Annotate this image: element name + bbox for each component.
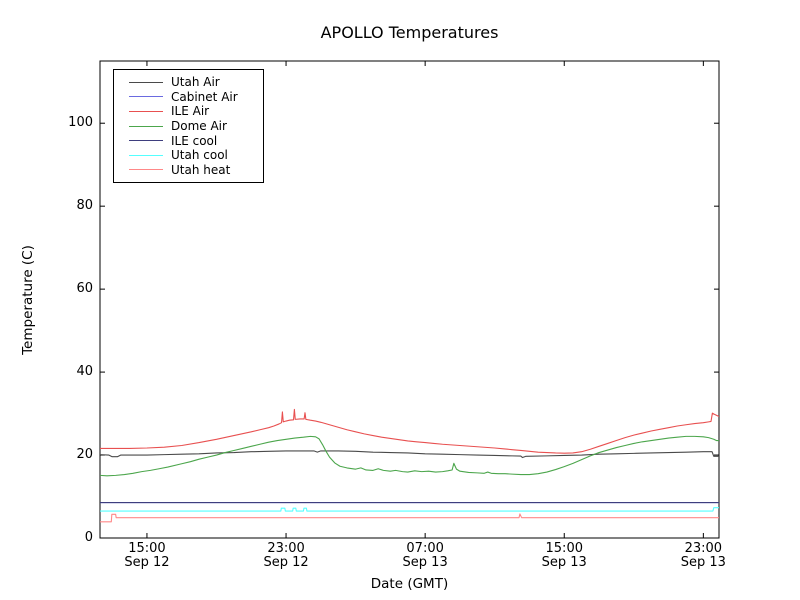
y-tick-label: 0 bbox=[84, 530, 93, 545]
legend-label: Utah heat bbox=[171, 162, 231, 177]
legend-line-swatch bbox=[129, 154, 163, 156]
y-tick-label: 60 bbox=[76, 281, 93, 297]
x-tick-time: 23:00 bbox=[267, 541, 305, 556]
legend-line-swatch bbox=[129, 169, 163, 171]
x-tick-time: 15:00 bbox=[128, 541, 166, 556]
x-tick-label: 23:00 Sep 12 bbox=[241, 542, 331, 569]
x-tick-label: 15:00 Sep 12 bbox=[102, 542, 192, 569]
legend-line-swatch bbox=[129, 110, 163, 112]
x-axis-label: Date (GMT) bbox=[370, 576, 449, 592]
legend-label: ILE Air bbox=[171, 104, 210, 119]
y-tick-label: 20 bbox=[76, 447, 93, 463]
legend-item: Utah Air bbox=[114, 75, 263, 90]
legend-line-swatch bbox=[129, 96, 163, 98]
x-tick-date: Sep 12 bbox=[263, 554, 309, 570]
legend-label: Dome Air bbox=[171, 119, 227, 134]
x-tick-time: 07:00 bbox=[406, 541, 444, 556]
axes-box bbox=[99, 60, 720, 539]
x-tick-time: 15:00 bbox=[545, 541, 583, 556]
legend-item: Utah heat bbox=[114, 163, 263, 178]
x-tick-label: 15:00 Sep 13 bbox=[519, 542, 609, 569]
series-utah-air-line bbox=[100, 450, 719, 459]
x-tick-date: Sep 12 bbox=[124, 554, 170, 570]
legend-line-swatch bbox=[129, 140, 163, 142]
legend-item: ILE cool bbox=[114, 133, 263, 148]
legend-item: Utah cool bbox=[114, 148, 263, 163]
legend: Utah Air Cabinet Air ILE Air Dome Air ILE co… bbox=[113, 69, 264, 184]
series-utah-heat-line bbox=[100, 513, 719, 523]
x-tick-date: Sep 13 bbox=[680, 554, 726, 570]
legend-item: Dome Air bbox=[114, 119, 263, 134]
chart-title: APOLLO Temperatures bbox=[320, 23, 499, 42]
legend-line-swatch bbox=[129, 125, 163, 127]
legend-item: Cabinet Air bbox=[114, 90, 263, 105]
y-tick-label: 80 bbox=[76, 198, 93, 214]
series-ile-air-line bbox=[100, 408, 719, 454]
y-tick-label: 100 bbox=[68, 115, 93, 131]
legend-label: Cabinet Air bbox=[171, 89, 238, 104]
series-dome-air-line bbox=[100, 435, 719, 477]
legend-label: Utah cool bbox=[171, 148, 228, 163]
x-tick-label: 07:00 Sep 13 bbox=[380, 542, 470, 569]
x-tick-date: Sep 13 bbox=[402, 554, 448, 570]
legend-line-swatch bbox=[129, 81, 163, 83]
legend-label: Utah Air bbox=[171, 75, 220, 90]
legend-item: ILE Air bbox=[114, 104, 263, 119]
x-tick-date: Sep 13 bbox=[541, 554, 587, 570]
series-utah-cool-line bbox=[100, 507, 719, 512]
x-tick-time: 23:00 bbox=[684, 541, 723, 556]
legend-label: ILE cool bbox=[171, 133, 218, 148]
y-tick-label: 40 bbox=[76, 364, 93, 380]
x-tick-label: 23:00 Sep 13 bbox=[658, 542, 748, 569]
